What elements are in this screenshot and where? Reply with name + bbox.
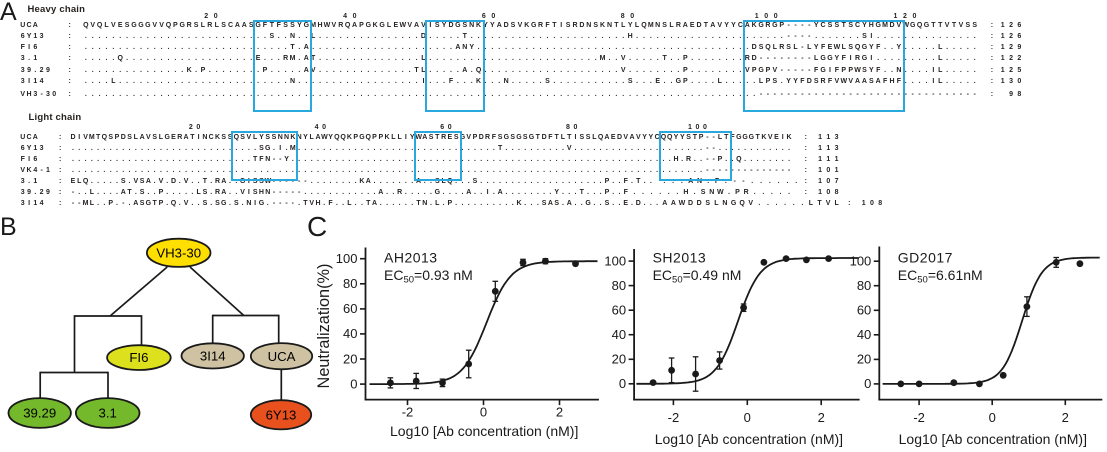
- svg-text:SH2013: SH2013: [653, 250, 707, 266]
- svg-text:Log10 [Ab concentration (nM)]: Log10 [Ab concentration (nM)]: [899, 431, 1087, 447]
- svg-text:60: 60: [612, 303, 626, 318]
- svg-text:VH3-30: VH3-30: [156, 245, 201, 260]
- svg-text:Log10 [Ab concentration (nM)]: Log10 [Ab concentration (nM)]: [655, 431, 843, 447]
- svg-text:39.29: 39.29: [23, 406, 56, 421]
- svg-text:2: 2: [1062, 410, 1069, 425]
- svg-text:40: 40: [343, 326, 357, 341]
- svg-text:80: 80: [612, 278, 626, 293]
- svg-text:0: 0: [989, 410, 996, 425]
- svg-text:2: 2: [818, 410, 825, 425]
- svg-text:80: 80: [857, 278, 871, 293]
- svg-text:100: 100: [850, 254, 872, 269]
- svg-text:2: 2: [556, 405, 563, 420]
- svg-text:-2: -2: [913, 410, 925, 425]
- svg-text:0: 0: [744, 410, 751, 425]
- svg-text:100: 100: [604, 253, 626, 268]
- svg-text:GD2017: GD2017: [898, 250, 953, 266]
- svg-text:60: 60: [343, 301, 357, 316]
- svg-text:3I14: 3I14: [200, 349, 226, 364]
- svg-text:EC50=0.49 nM: EC50=0.49 nM: [653, 267, 742, 286]
- svg-text:Neutralization(%): Neutralization(%): [315, 264, 333, 389]
- svg-text:0: 0: [619, 376, 626, 391]
- svg-text:3.1: 3.1: [99, 406, 117, 421]
- svg-text:80: 80: [343, 276, 357, 291]
- svg-text:FI6: FI6: [129, 350, 148, 365]
- svg-text:0: 0: [350, 376, 357, 391]
- svg-text:-2: -2: [668, 410, 680, 425]
- svg-text:EC50=6.61nM: EC50=6.61nM: [898, 267, 983, 286]
- svg-text:40: 40: [612, 327, 626, 342]
- svg-text:60: 60: [857, 303, 871, 318]
- svg-text:Log10 [Ab concentration (nM)]: Log10 [Ab concentration (nM)]: [390, 423, 578, 439]
- svg-text:40: 40: [857, 327, 871, 342]
- svg-text:100: 100: [336, 251, 358, 266]
- svg-text:20: 20: [343, 351, 357, 366]
- svg-text:EC50=0.93 nM: EC50=0.93 nM: [384, 267, 473, 286]
- svg-text:AH2013: AH2013: [384, 250, 438, 266]
- svg-text:-2: -2: [402, 405, 414, 420]
- svg-text:20: 20: [612, 352, 626, 367]
- svg-text:0: 0: [480, 405, 487, 420]
- svg-text:6Y13: 6Y13: [266, 408, 297, 423]
- svg-text:UCA: UCA: [268, 349, 296, 364]
- svg-text:0: 0: [864, 376, 871, 391]
- svg-text:20: 20: [857, 352, 871, 367]
